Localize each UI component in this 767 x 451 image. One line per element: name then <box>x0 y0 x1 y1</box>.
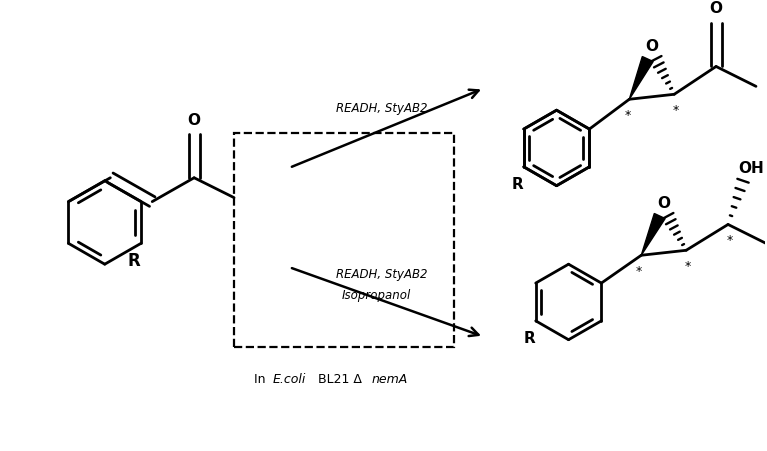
Text: *: * <box>624 109 630 122</box>
Text: E.coli: E.coli <box>272 373 306 386</box>
Text: *: * <box>636 265 643 278</box>
Text: BL21 Δ: BL21 Δ <box>314 373 362 386</box>
Text: R: R <box>524 331 535 346</box>
Text: R: R <box>127 252 140 270</box>
Text: R: R <box>512 177 524 192</box>
Text: *: * <box>685 260 691 273</box>
Text: *: * <box>727 234 733 247</box>
Text: *: * <box>673 104 680 117</box>
Text: OH: OH <box>738 161 764 176</box>
Bar <box>235 133 454 347</box>
Text: In: In <box>255 373 270 386</box>
Text: Isopropanol: Isopropanol <box>342 290 411 303</box>
Text: O: O <box>657 196 670 211</box>
Polygon shape <box>629 56 653 99</box>
Text: O: O <box>645 39 658 54</box>
Text: O: O <box>709 1 723 16</box>
Text: O: O <box>188 113 201 128</box>
Text: READH, StyAB2: READH, StyAB2 <box>336 102 427 115</box>
Text: nemA: nemA <box>372 373 408 386</box>
Text: READH, StyAB2: READH, StyAB2 <box>336 267 427 281</box>
Polygon shape <box>641 213 665 255</box>
